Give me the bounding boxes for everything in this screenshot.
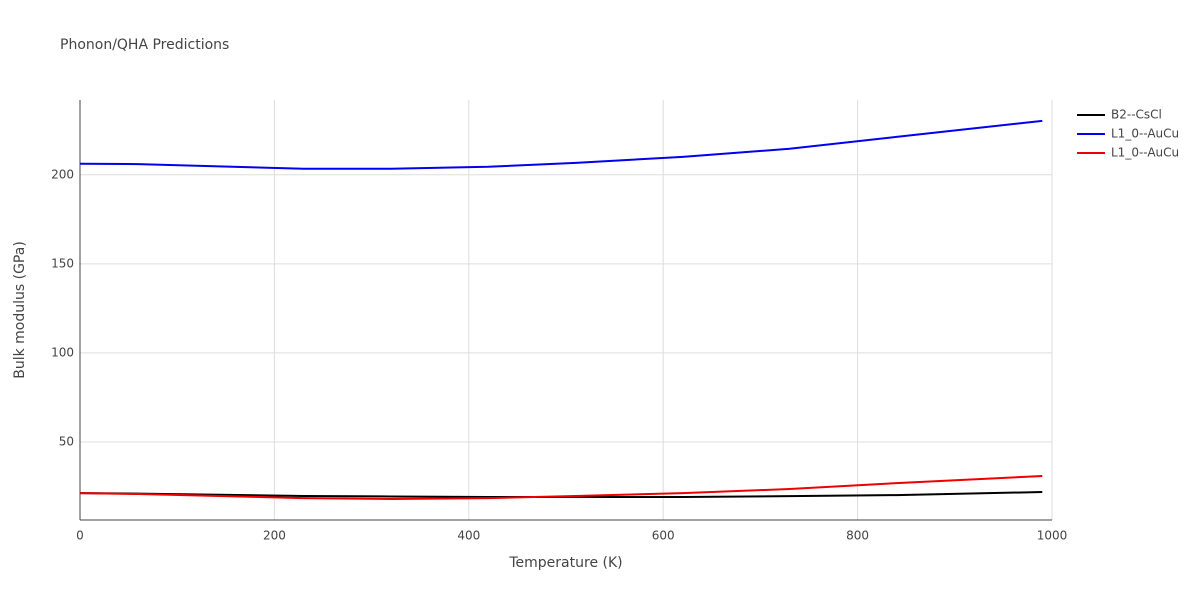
series-line (79, 119, 1043, 170)
y-tick-label: 150 (51, 256, 74, 270)
x-tick-label: 1000 (1037, 529, 1068, 543)
legend-label: B2--CsCl (1111, 108, 1162, 122)
x-axis-label: Temperature (K) (508, 555, 622, 571)
x-tick-label: 200 (263, 529, 286, 543)
y-tick-label: 200 (51, 167, 74, 181)
series-line (79, 475, 1043, 500)
y-tick-label: 50 (59, 434, 74, 448)
y-tick-label: 100 (51, 345, 74, 359)
legend-label: L1_0--AuCu (1111, 146, 1179, 160)
x-tick-label: 600 (652, 529, 675, 543)
x-tick-label: 0 (76, 529, 84, 543)
x-tick-label: 800 (846, 529, 869, 543)
chart-title: Phonon/QHA Predictions (60, 37, 229, 53)
y-axis-label: Bulk modulus (GPa) (12, 241, 28, 379)
legend-label: L1_0--AuCu (1111, 127, 1179, 141)
x-tick-label: 400 (457, 529, 480, 543)
